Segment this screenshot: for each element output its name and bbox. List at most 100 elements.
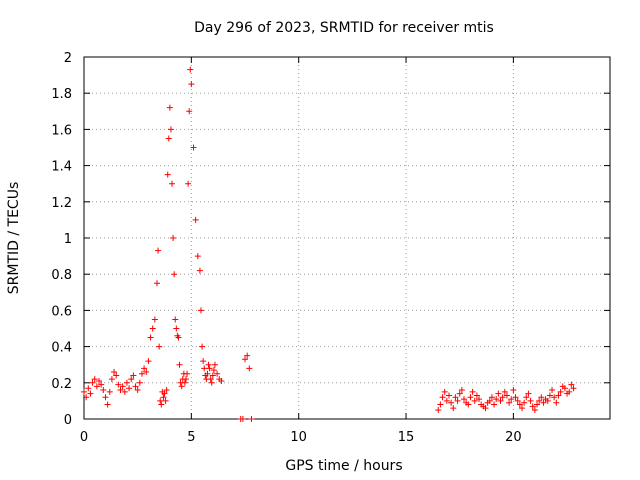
data-point <box>93 383 100 390</box>
data-point <box>540 399 547 406</box>
data-point <box>83 394 90 401</box>
data-point <box>561 385 568 392</box>
data-point <box>138 370 145 377</box>
data-point <box>100 387 107 394</box>
x-axis-label: GPS time / hours <box>285 458 402 474</box>
data-point <box>529 403 536 410</box>
data-point <box>155 247 162 254</box>
y-tick-label: 0.8 <box>51 268 72 283</box>
data-point <box>555 392 562 399</box>
data-point <box>204 370 211 377</box>
data-point <box>546 392 553 399</box>
data-point <box>450 405 457 412</box>
data-point <box>445 392 452 399</box>
y-tick-label: 1.8 <box>51 87 72 102</box>
data-point <box>553 399 560 406</box>
data-point <box>115 381 122 388</box>
data-point <box>170 235 177 241</box>
data-point <box>123 379 130 386</box>
data-point <box>143 368 150 375</box>
data-point <box>98 381 105 388</box>
data-point <box>126 385 133 392</box>
y-tick-label: 1.4 <box>51 160 72 175</box>
data-point <box>167 126 174 133</box>
data-point <box>538 394 545 401</box>
data-point <box>165 135 172 142</box>
data-point <box>499 394 506 401</box>
data-point <box>514 397 521 404</box>
y-tick-label: 0.4 <box>51 341 72 356</box>
axis-ticks <box>83 56 610 420</box>
data-point <box>166 104 173 111</box>
y-tick-label: 1.2 <box>51 196 72 211</box>
data-point <box>207 376 214 383</box>
data-point <box>134 387 141 394</box>
data-point <box>465 401 472 408</box>
data-point <box>441 388 448 395</box>
data-points <box>81 66 577 422</box>
data-point <box>87 390 94 397</box>
data-point <box>508 396 515 403</box>
data-point <box>456 390 463 397</box>
data-point <box>461 396 468 403</box>
data-point <box>452 394 459 401</box>
data-point <box>486 397 493 404</box>
data-point <box>557 388 564 395</box>
y-tick-label: 0.6 <box>51 304 72 319</box>
data-point <box>239 416 246 422</box>
grid-lines <box>84 57 610 419</box>
data-point <box>196 267 203 274</box>
data-point <box>469 388 476 395</box>
data-point <box>488 394 495 401</box>
data-point <box>117 387 124 394</box>
data-point <box>518 405 525 412</box>
data-point <box>192 216 199 223</box>
data-point <box>190 144 197 151</box>
data-point <box>244 352 251 359</box>
data-point <box>156 343 163 350</box>
data-point <box>102 394 109 401</box>
data-point <box>132 383 139 390</box>
data-point <box>186 108 193 115</box>
data-point <box>178 383 185 390</box>
data-point <box>493 396 500 403</box>
data-point <box>200 358 207 365</box>
data-point <box>476 396 483 403</box>
data-point <box>206 365 213 372</box>
data-point <box>214 370 221 377</box>
tick-labels: 0 5 10 15 20 0 0.2 0.4 0.6 0.8 1 1.2 1.4 1.6 1.8 2 <box>51 51 521 445</box>
plot-frame <box>83 56 611 420</box>
data-point <box>521 399 528 406</box>
data-point <box>527 397 534 404</box>
data-point <box>121 388 128 395</box>
data-point <box>510 387 517 394</box>
data-point <box>246 365 253 372</box>
data-point <box>130 372 137 379</box>
data-point <box>210 367 217 374</box>
data-point <box>149 325 156 332</box>
data-point <box>136 379 143 386</box>
data-point <box>172 316 179 323</box>
data-point <box>570 385 577 392</box>
data-point <box>194 253 201 260</box>
data-point <box>435 406 442 413</box>
data-point <box>551 394 558 401</box>
data-point <box>108 376 115 383</box>
data-point <box>164 171 171 178</box>
data-point <box>482 405 489 412</box>
data-point <box>242 356 249 363</box>
data-point <box>106 388 113 395</box>
x-tick-label: 20 <box>505 430 522 445</box>
data-point <box>89 379 96 386</box>
data-point <box>104 401 111 408</box>
data-point <box>208 379 215 386</box>
y-tick-label: 1.6 <box>51 123 72 138</box>
chart-title: Day 296 of 2023, SRMTID for receiver mti… <box>194 20 494 36</box>
data-point <box>549 387 556 394</box>
data-point <box>162 397 169 404</box>
data-point <box>437 401 444 408</box>
data-point <box>201 365 208 372</box>
y-tick-label: 0 <box>64 413 72 428</box>
data-point <box>544 397 551 404</box>
